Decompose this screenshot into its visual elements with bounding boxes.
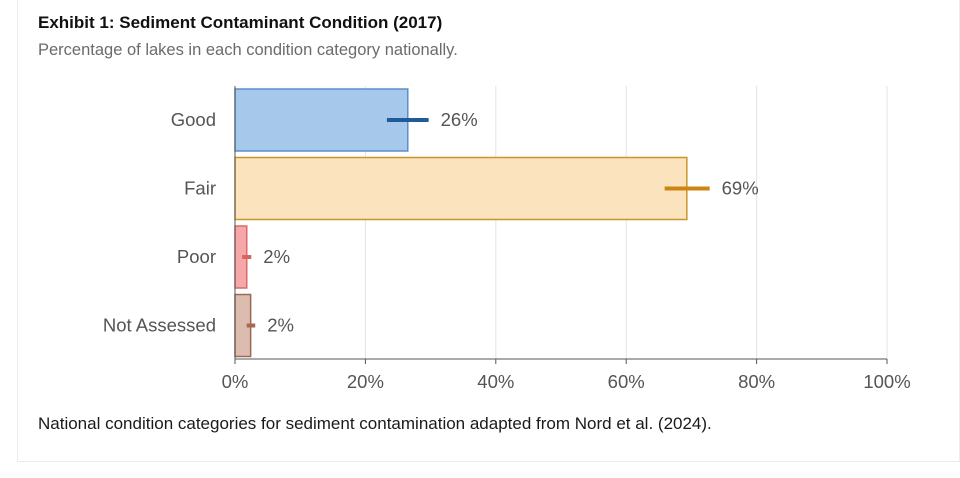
x-tick-label: 0% xyxy=(222,371,249,392)
x-tick-label: 80% xyxy=(738,371,775,392)
chart-title: Exhibit 1: Sediment Contaminant Conditio… xyxy=(38,13,443,32)
chart-caption: National condition categories for sedime… xyxy=(38,414,712,433)
data-label: 2% xyxy=(267,315,294,336)
x-tick-label: 40% xyxy=(477,371,514,392)
bar-fair xyxy=(234,156,688,221)
bar-good xyxy=(234,88,409,152)
chart-card xyxy=(17,0,960,462)
category-label: Fair xyxy=(184,178,216,199)
x-tick-label: 60% xyxy=(608,371,645,392)
category-label: Poor xyxy=(177,246,216,267)
x-tick-label: 20% xyxy=(347,371,384,392)
x-tick-label: 100% xyxy=(863,371,910,392)
data-label: 69% xyxy=(722,178,759,199)
data-label: 26% xyxy=(441,109,478,130)
category-label: Not Assessed xyxy=(103,315,216,336)
chart-subtitle: Percentage of lakes in each condition ca… xyxy=(38,41,458,59)
category-label: Good xyxy=(171,109,216,130)
data-label: 2% xyxy=(263,246,290,267)
